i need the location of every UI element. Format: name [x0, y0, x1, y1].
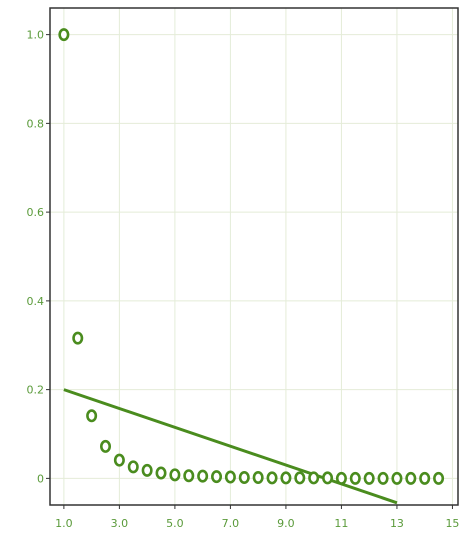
- data-point: [363, 471, 375, 485]
- data-point: [322, 471, 334, 485]
- data-point: [405, 471, 417, 485]
- x-tick-label: 13: [390, 517, 404, 530]
- data-point: [391, 471, 403, 485]
- data-point: [169, 468, 181, 482]
- y-tick-label: 0: [37, 472, 44, 485]
- x-axis-ticks: 1.0 3.0 5.0 7.0 9.0 11 13 15: [55, 505, 459, 530]
- data-point: [155, 466, 167, 480]
- data-point: [141, 463, 153, 477]
- data-point: [86, 409, 98, 423]
- data-point: [197, 469, 209, 483]
- data-point: [183, 469, 195, 483]
- grid: [50, 8, 458, 505]
- x-tick-label: 11: [334, 517, 348, 530]
- data-point: [308, 471, 320, 485]
- x-tick-label: 15: [445, 517, 459, 530]
- y-tick-label: 0.6: [27, 206, 45, 219]
- data-points: [58, 28, 445, 485]
- data-point: [72, 331, 84, 345]
- data-point: [238, 470, 250, 484]
- y-tick-label: 0.4: [27, 295, 45, 308]
- y-tick-label: 1.0: [27, 29, 45, 42]
- data-point: [224, 470, 236, 484]
- y-tick-label: 0.2: [27, 384, 45, 397]
- data-point: [127, 460, 139, 474]
- data-point: [377, 471, 389, 485]
- y-axis-ticks: 0 0.2 0.4 0.6 0.8 1.0: [27, 29, 50, 485]
- plot-frame: [49, 7, 459, 506]
- data-point: [100, 439, 112, 453]
- data-point: [419, 471, 431, 485]
- x-tick-label: 9.0: [277, 517, 295, 530]
- x-tick-label: 7.0: [222, 517, 240, 530]
- data-point: [252, 470, 264, 484]
- data-point: [211, 470, 223, 484]
- data-point: [335, 471, 347, 485]
- data-point: [349, 471, 361, 485]
- x-tick-label: 3.0: [111, 517, 129, 530]
- data-point: [294, 471, 306, 485]
- data-point: [433, 471, 445, 485]
- y-tick-label: 0.8: [27, 117, 45, 130]
- data-point: [266, 471, 278, 485]
- x-tick-label: 1.0: [55, 517, 73, 530]
- x-tick-label: 5.0: [166, 517, 184, 530]
- data-point: [280, 471, 292, 485]
- data-point: [113, 453, 125, 467]
- data-point: [58, 28, 70, 42]
